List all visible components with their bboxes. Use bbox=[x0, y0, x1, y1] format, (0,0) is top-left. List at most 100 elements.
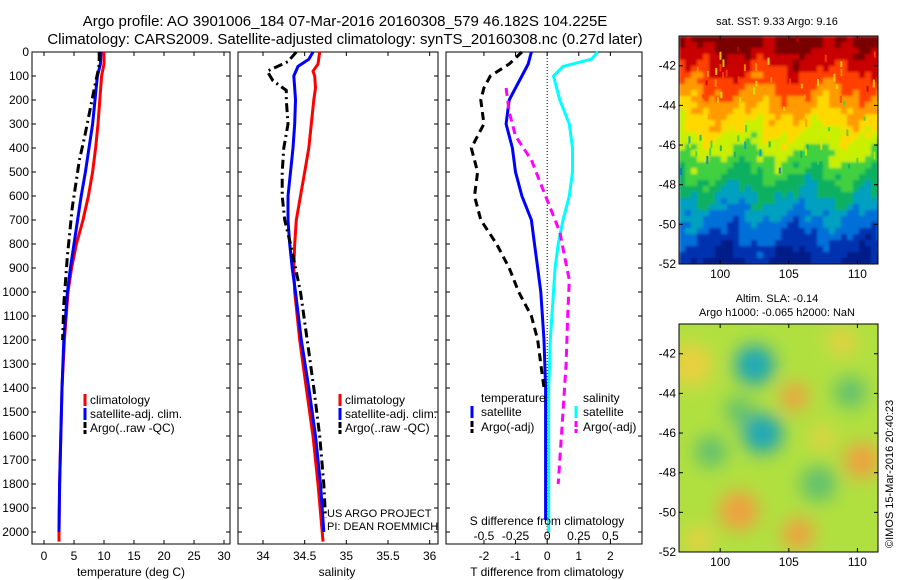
sst-cell bbox=[787, 138, 794, 145]
sst-cell bbox=[745, 96, 752, 103]
sst-cell bbox=[859, 96, 866, 103]
sst-cell bbox=[841, 204, 848, 211]
sst-cell bbox=[823, 204, 830, 211]
sst-cell bbox=[805, 198, 812, 205]
sst-cell bbox=[805, 66, 812, 73]
sst-cell bbox=[841, 174, 848, 181]
sst-cell bbox=[763, 66, 770, 73]
sst-cell bbox=[769, 162, 776, 169]
sst-speckle-mark bbox=[705, 80, 708, 86]
sst-cell bbox=[679, 258, 686, 264]
sst-speckle-mark bbox=[833, 73, 836, 82]
sst-cell bbox=[787, 126, 794, 133]
legend-label-temp-satellite: satellite bbox=[481, 405, 522, 419]
sst-cell bbox=[817, 96, 824, 103]
sst-cell bbox=[787, 132, 794, 139]
sst-cell bbox=[853, 102, 860, 109]
sst-cell bbox=[721, 186, 728, 193]
sst-cell bbox=[727, 174, 734, 181]
sst-cell bbox=[721, 120, 728, 127]
sst-cell bbox=[847, 156, 854, 163]
sst-cell bbox=[733, 84, 740, 91]
sst-cell bbox=[733, 246, 740, 253]
sst-cell bbox=[727, 138, 734, 145]
sst-cell bbox=[853, 78, 860, 85]
sst-cell bbox=[739, 240, 746, 247]
sst-cell bbox=[769, 150, 776, 157]
sst-cell bbox=[841, 78, 848, 85]
sst-cell bbox=[769, 204, 776, 211]
sst-cell bbox=[751, 246, 758, 253]
sst-cell bbox=[811, 96, 818, 103]
sst-cell bbox=[847, 66, 854, 73]
sst-cell bbox=[769, 258, 776, 264]
sst-cell bbox=[757, 228, 764, 235]
sst-speckle-mark bbox=[774, 124, 777, 133]
sst-cell bbox=[781, 180, 788, 187]
sst-cell bbox=[793, 108, 800, 115]
sst-cell bbox=[841, 168, 848, 175]
sst-cell bbox=[721, 132, 728, 139]
sst-cell bbox=[823, 162, 830, 169]
sst-cell bbox=[781, 60, 788, 67]
sst-cell bbox=[697, 138, 704, 145]
sst-cell bbox=[715, 210, 722, 217]
sst-cell bbox=[679, 48, 686, 55]
sst-cell bbox=[715, 234, 722, 241]
sst-cell bbox=[691, 240, 698, 247]
temperature-xlabel: temperature (deg C) bbox=[77, 565, 185, 579]
sst-cell bbox=[805, 216, 812, 223]
sst-cell bbox=[781, 72, 788, 79]
sst-cell bbox=[703, 96, 710, 103]
sst-cell bbox=[811, 78, 818, 85]
sst-cell bbox=[757, 72, 764, 79]
sst-cell bbox=[847, 168, 854, 175]
sst-cell bbox=[865, 114, 872, 121]
sst-cell bbox=[787, 174, 794, 181]
sst-speckle-mark bbox=[800, 83, 803, 89]
sst-cell bbox=[715, 156, 722, 163]
sst-cell bbox=[859, 162, 866, 169]
map-y-tick-label: -46 bbox=[659, 426, 677, 440]
sst-cell bbox=[721, 252, 728, 259]
sst-cell bbox=[817, 126, 824, 133]
sst-cell bbox=[709, 174, 716, 181]
sst-cell bbox=[709, 240, 716, 247]
sst-cell bbox=[721, 240, 728, 247]
sst-cell bbox=[781, 228, 788, 235]
sst-cell bbox=[745, 72, 752, 79]
sst-cell bbox=[679, 162, 686, 169]
sst-cell bbox=[709, 102, 716, 109]
sst-speckle-mark bbox=[744, 141, 747, 149]
sst-cell bbox=[727, 198, 734, 205]
sst-cell bbox=[715, 54, 722, 61]
sst-cell bbox=[721, 138, 728, 145]
sst-cell bbox=[679, 126, 686, 133]
sst-cell bbox=[799, 204, 806, 211]
sst-cell bbox=[721, 114, 728, 121]
sst-cell bbox=[859, 186, 866, 193]
sst-cell bbox=[841, 246, 848, 253]
sst-cell bbox=[703, 216, 710, 223]
sst-cell bbox=[745, 126, 752, 133]
sst-speckle-mark bbox=[706, 70, 709, 77]
sst-cell bbox=[751, 168, 758, 175]
sst-cell bbox=[745, 36, 752, 43]
sst-cell bbox=[709, 120, 716, 127]
sst-cell bbox=[769, 198, 776, 205]
sst-cell bbox=[871, 192, 878, 199]
sst-cell bbox=[715, 78, 722, 85]
sst-cell bbox=[823, 168, 830, 175]
sst-cell bbox=[799, 240, 806, 247]
sst-cell bbox=[829, 174, 836, 181]
sst-cell bbox=[769, 132, 776, 139]
sst-cell bbox=[709, 198, 716, 205]
sst-cell bbox=[811, 156, 818, 163]
sst-cell bbox=[763, 228, 770, 235]
sst-cell bbox=[811, 216, 818, 223]
sla-map-title-line1: Altim. SLA: -0.14 bbox=[736, 293, 819, 305]
sst-cell bbox=[865, 90, 872, 97]
sst-cell bbox=[793, 48, 800, 55]
sst-cell bbox=[721, 228, 728, 235]
sst-cell bbox=[775, 84, 782, 91]
